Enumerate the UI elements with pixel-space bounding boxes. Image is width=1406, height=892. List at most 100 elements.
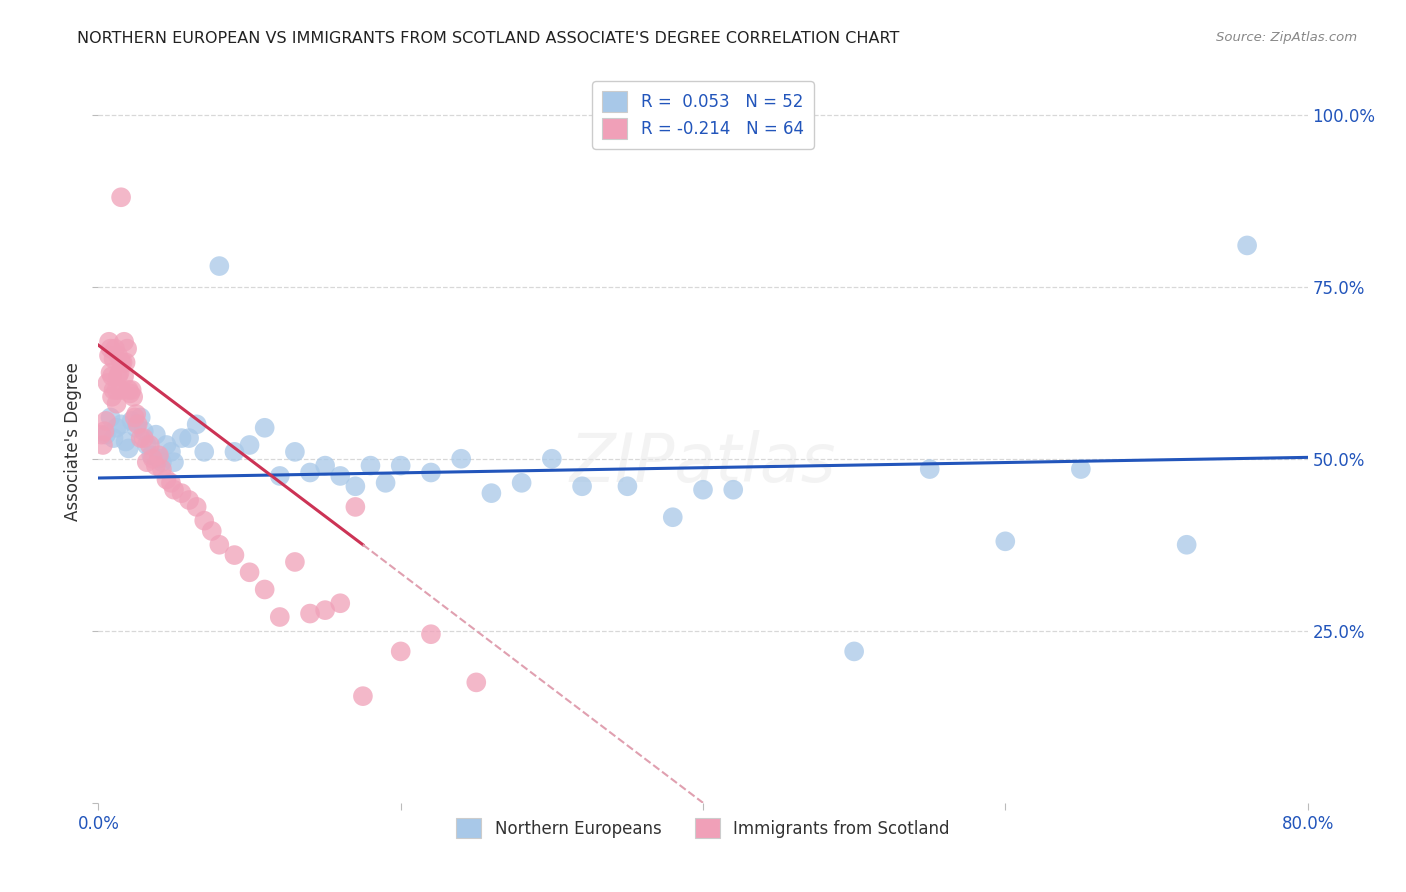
Point <box>127 417 149 432</box>
Point <box>616 479 638 493</box>
Point <box>135 438 157 452</box>
Point <box>224 548 246 562</box>
Point <box>179 493 201 508</box>
Point <box>160 475 183 490</box>
Point <box>253 421 276 435</box>
Point <box>118 442 141 456</box>
Point <box>98 349 121 363</box>
Point <box>145 458 167 473</box>
Point <box>101 369 124 384</box>
Point <box>163 483 186 497</box>
Y-axis label: Associate's Degree: Associate's Degree <box>65 362 83 521</box>
Point <box>148 451 170 466</box>
Point <box>111 355 134 369</box>
Point <box>160 445 183 459</box>
Text: NORTHERN EUROPEAN VS IMMIGRANTS FROM SCOTLAND ASSOCIATE'S DEGREE CORRELATION CHA: NORTHERN EUROPEAN VS IMMIGRANTS FROM SCO… <box>77 31 900 46</box>
Point <box>107 369 129 384</box>
Point <box>105 397 128 411</box>
Point <box>118 383 141 397</box>
Point <box>96 376 118 390</box>
Point <box>132 431 155 445</box>
Point <box>170 431 193 445</box>
Point <box>141 448 163 462</box>
Point <box>114 355 136 369</box>
Point <box>344 500 367 514</box>
Point <box>112 334 135 349</box>
Point <box>170 486 193 500</box>
Point <box>481 486 503 500</box>
Point <box>120 386 142 401</box>
Point <box>125 407 148 421</box>
Point <box>110 355 132 369</box>
Point <box>103 351 125 366</box>
Point <box>344 479 367 493</box>
Point <box>1070 462 1092 476</box>
Point <box>110 190 132 204</box>
Point <box>121 414 143 428</box>
Point <box>661 510 683 524</box>
Point <box>179 431 201 445</box>
Point <box>94 414 117 428</box>
Point <box>420 627 443 641</box>
Point <box>299 607 322 621</box>
Point <box>110 383 132 397</box>
Point <box>155 438 177 452</box>
Point <box>389 644 412 658</box>
Point <box>93 424 115 438</box>
Point <box>114 434 136 449</box>
Point <box>107 349 129 363</box>
Point <box>269 610 291 624</box>
Point <box>269 469 291 483</box>
Point <box>314 603 336 617</box>
Point <box>329 469 352 483</box>
Point <box>420 466 443 480</box>
Point <box>121 383 143 397</box>
Point <box>108 366 131 380</box>
Point <box>299 466 322 480</box>
Point <box>150 455 173 469</box>
Point <box>571 479 593 493</box>
Point <box>224 445 246 459</box>
Point <box>115 342 138 356</box>
Point <box>135 455 157 469</box>
Point <box>129 410 152 425</box>
Point <box>193 514 215 528</box>
Point <box>125 421 148 435</box>
Point <box>98 334 121 349</box>
Point <box>101 390 124 404</box>
Point <box>201 524 224 538</box>
Point <box>105 383 128 397</box>
Point <box>208 538 231 552</box>
Point <box>129 431 152 445</box>
Point <box>239 438 262 452</box>
Point <box>329 596 352 610</box>
Point <box>1236 238 1258 252</box>
Point <box>94 427 117 442</box>
Point <box>91 438 114 452</box>
Point <box>163 455 186 469</box>
Point <box>284 445 307 459</box>
Point <box>239 566 262 580</box>
Point <box>103 431 125 445</box>
Point <box>186 500 208 514</box>
Point <box>103 383 125 397</box>
Point <box>284 555 307 569</box>
Point <box>352 689 374 703</box>
Point <box>139 438 162 452</box>
Point <box>844 644 866 658</box>
Point <box>193 445 215 459</box>
Point <box>692 483 714 497</box>
Point <box>465 675 488 690</box>
Point <box>110 417 132 432</box>
Point <box>100 366 122 380</box>
Point <box>124 410 146 425</box>
Point <box>142 451 165 466</box>
Point <box>360 458 382 473</box>
Point <box>450 451 472 466</box>
Point <box>540 451 562 466</box>
Point <box>90 427 112 442</box>
Point <box>104 342 127 356</box>
Point <box>122 390 145 404</box>
Point <box>374 475 396 490</box>
Point <box>105 421 128 435</box>
